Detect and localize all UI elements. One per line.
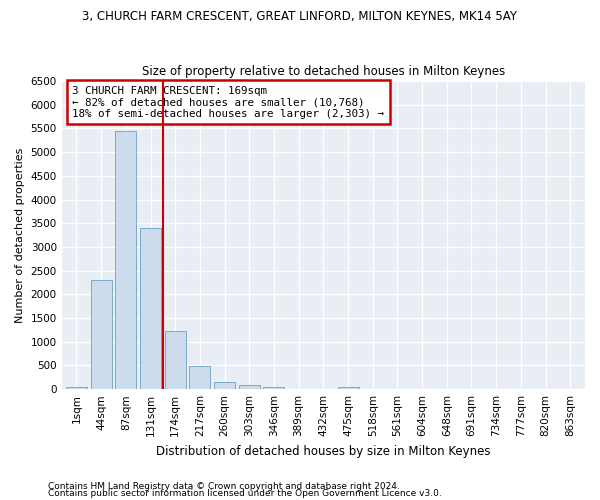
Text: Contains public sector information licensed under the Open Government Licence v3: Contains public sector information licen… — [48, 489, 442, 498]
Bar — [140, 228, 161, 389]
Bar — [214, 382, 235, 389]
Text: 3, CHURCH FARM CRESCENT, GREAT LINFORD, MILTON KEYNES, MK14 5AY: 3, CHURCH FARM CRESCENT, GREAT LINFORD, … — [83, 10, 517, 23]
Bar — [165, 332, 186, 389]
Title: Size of property relative to detached houses in Milton Keynes: Size of property relative to detached ho… — [142, 66, 505, 78]
Bar — [66, 387, 87, 389]
Text: Contains HM Land Registry data © Crown copyright and database right 2024.: Contains HM Land Registry data © Crown c… — [48, 482, 400, 491]
Bar — [190, 366, 211, 389]
Bar — [239, 385, 260, 389]
Bar — [338, 387, 359, 389]
Text: 3 CHURCH FARM CRESCENT: 169sqm
← 82% of detached houses are smaller (10,768)
18%: 3 CHURCH FARM CRESCENT: 169sqm ← 82% of … — [72, 86, 384, 119]
Bar — [91, 280, 112, 389]
Bar — [115, 131, 136, 389]
Y-axis label: Number of detached properties: Number of detached properties — [15, 148, 25, 323]
X-axis label: Distribution of detached houses by size in Milton Keynes: Distribution of detached houses by size … — [156, 444, 491, 458]
Bar — [263, 387, 284, 389]
